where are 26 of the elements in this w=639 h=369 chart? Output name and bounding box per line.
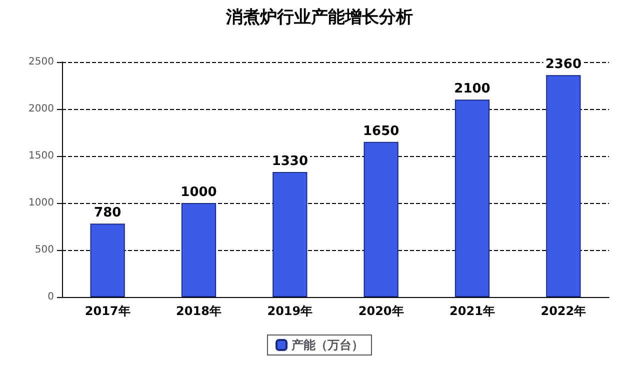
x-tick-label: 2020年	[358, 304, 404, 318]
bar	[454, 100, 490, 297]
x-tick-label: 2019年	[267, 304, 313, 318]
data-label: 1650	[362, 124, 400, 139]
y-tick-label: 500	[34, 244, 54, 256]
bar	[181, 203, 216, 297]
x-tick-label: 2018年	[176, 304, 222, 318]
x-tick-label: 2021年	[450, 304, 495, 318]
y-tick-label: 2500	[28, 56, 54, 68]
legend-label: 产能（万台）	[290, 338, 364, 352]
x-tick-label: 2022年	[540, 304, 586, 318]
data-label: 2360	[545, 57, 582, 72]
y-tick-label: 2000	[28, 104, 54, 114]
data-label: 780	[94, 206, 122, 221]
y-tick-label: 1000	[28, 198, 54, 208]
bar	[272, 172, 308, 297]
y-tick-label: 0	[48, 292, 54, 302]
data-label: 1000	[180, 185, 217, 200]
x-tick-label: 2017年	[84, 304, 130, 318]
bar	[546, 75, 581, 297]
bar	[90, 224, 125, 297]
data-label: 2100	[454, 82, 490, 97]
y-tick-label: 1500	[28, 150, 54, 162]
bar	[364, 142, 398, 297]
chart-title: 消煮炉行业产能增长分析	[225, 8, 413, 28]
data-label: 1330	[272, 154, 308, 169]
